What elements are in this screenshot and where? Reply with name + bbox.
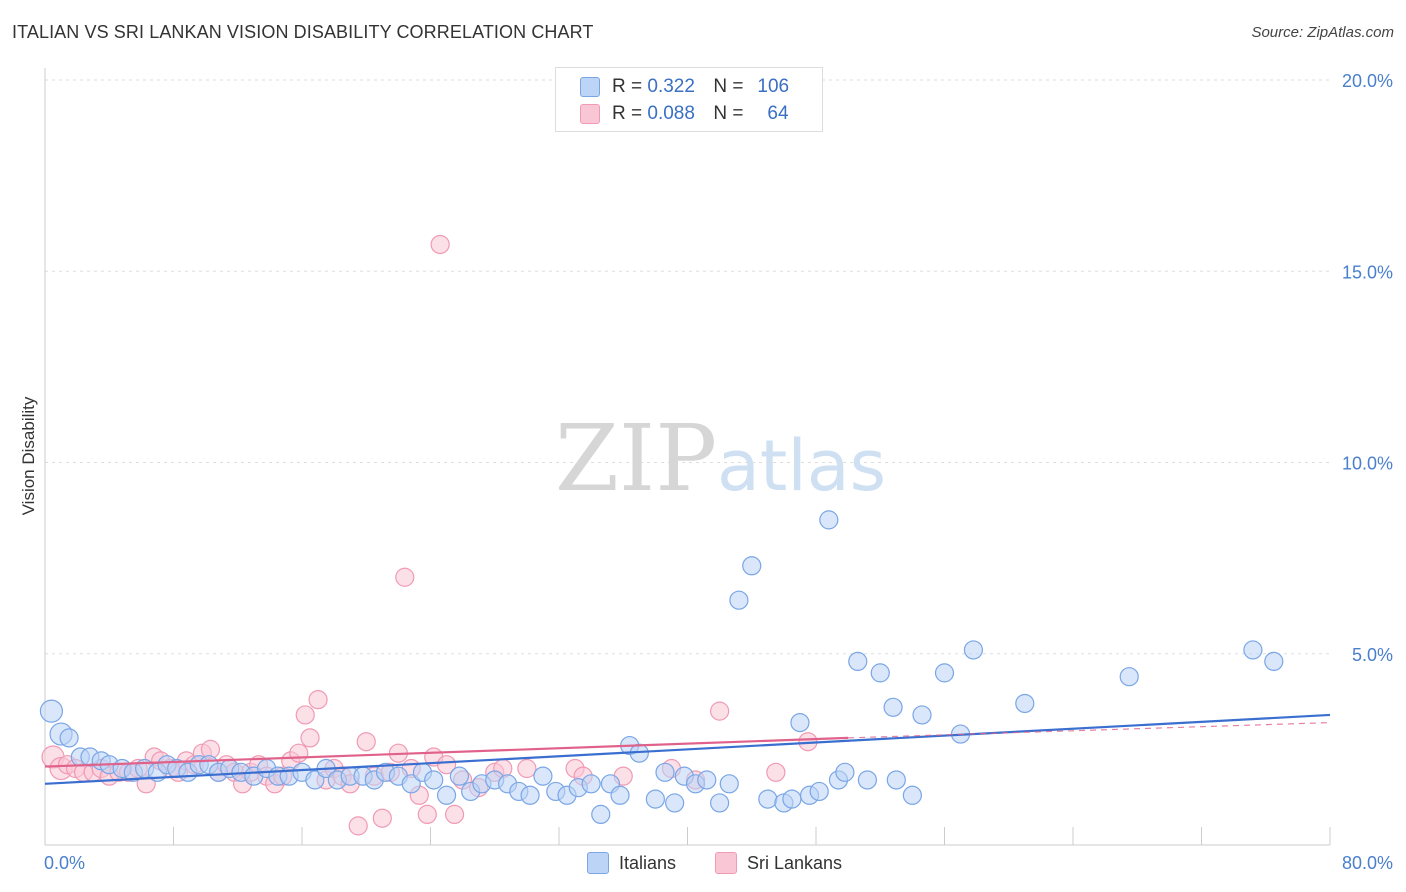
legend-r-label: R = [612, 76, 643, 97]
italians-point [848, 651, 868, 672]
legend-r-label: R = [612, 103, 643, 124]
sri-lankans-point [395, 567, 415, 587]
legend-n-label: N = [713, 103, 744, 124]
legend-swatch-italians [587, 852, 609, 874]
grid-layer [45, 79, 1330, 655]
chart-title: ITALIAN VS SRI LANKAN VISION DISABILITY … [12, 22, 594, 42]
italians-point [1243, 640, 1263, 660]
legend-item-italians[interactable]: Italians [587, 852, 676, 874]
italians-point [665, 793, 685, 813]
sri-lankans-point [517, 758, 537, 779]
sri-lankans-point [348, 816, 368, 836]
x-tick-label: 0.0% [44, 853, 85, 873]
trend-layer [44, 713, 1331, 785]
watermark-zip: ZIP [555, 405, 717, 512]
italians-point [782, 789, 802, 809]
italians-point [610, 785, 630, 805]
series-legend: Italians Sri Lankans [0, 852, 1406, 878]
italians-point [758, 789, 778, 809]
italians-point [645, 789, 665, 809]
watermark-atlas: atlas [717, 425, 886, 507]
italians-point [809, 781, 829, 802]
italians-point [835, 762, 855, 782]
legend-swatch-sri-lankans [580, 104, 600, 124]
legend-item-sri-lankans[interactable]: Sri Lankans [715, 852, 842, 874]
legend-r-value: 0.322 [647, 76, 695, 97]
italians-point [934, 663, 955, 683]
italians-point [742, 556, 762, 576]
legend-swatch-italians [580, 77, 600, 97]
italians-point [1264, 651, 1284, 672]
italians-point [655, 762, 675, 782]
legend-n-label: N = [713, 76, 744, 97]
italians-point [39, 699, 64, 723]
legend-row-italians: R = 0.322 N = 106 [580, 75, 789, 99]
sri-lankans-point [356, 732, 376, 752]
italians-point [436, 785, 457, 805]
italians-point [819, 510, 839, 530]
sri-lankans-point [295, 705, 315, 725]
italians-point [912, 705, 932, 725]
italians-point [591, 804, 611, 825]
sri-lankans-point [766, 762, 786, 782]
italians-point [886, 770, 906, 790]
italians-point [729, 590, 749, 610]
legend-r-value: 0.088 [647, 103, 695, 124]
italians-point [401, 774, 421, 794]
legend-n-value: 106 [757, 76, 790, 97]
y-axis-title: Vision Disability [19, 396, 38, 515]
sri-lankans-trend-line [44, 736, 849, 768]
y-tick-label: 20.0% [1342, 71, 1393, 91]
sri-lankans-point [308, 690, 328, 710]
sri-lankans-point [430, 234, 450, 255]
labels-layer: 5.0% 10.0% 15.0% 20.0% 0.0% 80.0% [44, 71, 1393, 873]
italians-point [59, 728, 79, 748]
sri-lankans-point [444, 804, 465, 825]
italians-point [533, 766, 553, 786]
italians-point [710, 793, 730, 813]
italians-point [520, 785, 540, 805]
italians-point [902, 785, 922, 805]
sri-lankans-point [300, 728, 320, 748]
stats-legend: R = 0.322 N = 106 R = 0.088 N = 64 [555, 67, 823, 132]
italians-point [1015, 693, 1035, 714]
sri-lankans-trend-extension [848, 722, 1331, 739]
italians-point [449, 766, 470, 786]
italians-point [963, 640, 984, 660]
legend-swatch-sri-lankans [715, 852, 737, 874]
italians-point [857, 770, 878, 790]
italians-point [790, 712, 810, 733]
y-tick-label: 15.0% [1342, 262, 1393, 282]
sri-lankans-point [289, 743, 309, 763]
italians-point [581, 774, 601, 794]
sri-lankans-point [417, 804, 437, 825]
x-tick-label: 80.0% [1342, 853, 1393, 873]
source-label: Source: ZipAtlas.com [1251, 24, 1394, 41]
italians-trend-line [44, 713, 1331, 785]
italians-point [424, 770, 444, 790]
italians-point [870, 663, 890, 683]
italians-point [883, 697, 903, 717]
italians-point [719, 774, 739, 794]
italians-point [697, 770, 717, 790]
y-tick-label: 5.0% [1352, 645, 1393, 665]
sri-lankans-point [436, 755, 457, 775]
italians-point [1119, 667, 1139, 687]
sri-lankans-point [710, 701, 730, 721]
watermark: ZIP atlas [555, 405, 886, 512]
legend-label-italians: Italians [619, 852, 677, 873]
legend-n-value: 64 [767, 103, 789, 124]
legend-row-sri-lankans: R = 0.088 N = 64 [580, 102, 789, 126]
y-tick-label: 10.0% [1342, 454, 1393, 474]
sri-lankans-point [372, 808, 392, 828]
italians-point [305, 770, 325, 790]
legend-label-sri-lankans: Sri Lankans [747, 852, 843, 873]
